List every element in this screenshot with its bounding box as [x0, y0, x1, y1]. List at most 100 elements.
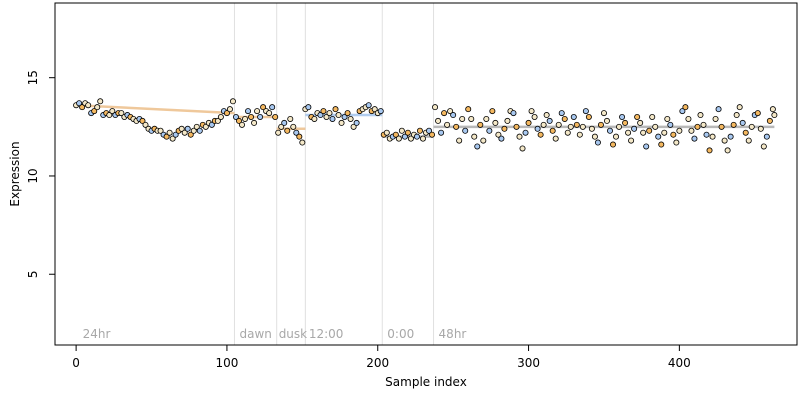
data-point: [525, 119, 532, 126]
data-point: [613, 133, 620, 140]
data-point: [546, 117, 553, 124]
data-point: [429, 131, 436, 138]
data-point: [269, 104, 276, 111]
data-point: [416, 127, 423, 134]
data-point: [745, 137, 752, 144]
data-point: [480, 137, 487, 144]
data-point: [284, 127, 291, 134]
data-point: [223, 110, 230, 117]
data-point: [329, 115, 336, 122]
data-point: [76, 100, 83, 107]
data-point: [202, 123, 209, 130]
data-point: [537, 131, 544, 138]
data-points: [73, 98, 778, 154]
data-point: [459, 115, 466, 122]
data-point: [456, 137, 463, 144]
data-point: [365, 102, 372, 109]
data-point: [610, 141, 617, 148]
data-point: [700, 121, 707, 128]
data-point: [444, 121, 451, 128]
data-point: [468, 115, 475, 122]
data-point: [166, 129, 173, 136]
data-point: [254, 108, 261, 115]
data-point: [754, 110, 761, 117]
data-point: [771, 112, 778, 119]
data-point: [766, 117, 773, 124]
data-point: [703, 131, 710, 138]
data-point: [347, 115, 354, 122]
data-point: [441, 110, 448, 117]
data-point: [477, 121, 484, 128]
data-point: [332, 106, 339, 113]
data-point: [193, 123, 200, 130]
data-point: [658, 141, 665, 148]
data-point: [682, 104, 689, 111]
data-point: [377, 108, 384, 115]
data-point: [242, 115, 249, 122]
data-point: [296, 133, 303, 140]
x-tick-label: 0: [72, 356, 80, 370]
data-point: [718, 123, 725, 130]
data-point: [293, 129, 300, 136]
data-point: [474, 143, 481, 150]
data-point: [85, 102, 92, 109]
data-point: [492, 119, 499, 126]
data-point: [582, 108, 589, 115]
data-point: [257, 114, 264, 121]
plot-frame: [54, 2, 798, 346]
data-point: [190, 127, 197, 134]
data-point: [670, 131, 677, 138]
data-point: [570, 114, 577, 121]
data-point: [543, 112, 550, 119]
data-point: [447, 108, 454, 115]
data-point: [320, 108, 327, 115]
data-point: [673, 139, 680, 146]
data-point: [730, 121, 737, 128]
data-point: [606, 127, 613, 134]
data-point: [534, 125, 541, 132]
data-point: [326, 110, 333, 117]
data-point: [311, 115, 318, 122]
annotation-vlines: [233, 3, 435, 345]
data-point: [465, 106, 472, 113]
data-point: [432, 104, 439, 111]
data-point: [94, 104, 101, 111]
data-point: [172, 131, 179, 138]
data-point: [736, 104, 743, 111]
data-point: [413, 133, 420, 140]
data-point: [691, 135, 698, 142]
data-point: [709, 133, 716, 140]
data-point: [260, 104, 267, 111]
data-point: [404, 129, 411, 136]
data-point: [245, 108, 252, 115]
data-point: [585, 114, 592, 121]
annotation-label-1: dawn: [239, 327, 271, 341]
data-point: [353, 119, 360, 126]
data-point: [498, 135, 505, 142]
data-point: [757, 125, 764, 132]
data-point: [401, 133, 408, 140]
data-point: [760, 143, 767, 150]
data-point: [489, 108, 496, 115]
data-point: [208, 121, 215, 128]
data-point: [748, 123, 755, 130]
data-point: [652, 123, 659, 130]
data-point: [576, 131, 583, 138]
data-point: [229, 98, 236, 105]
data-point: [540, 121, 547, 128]
data-point: [561, 115, 568, 122]
y-tick-label: 5: [26, 270, 40, 278]
data-point: [510, 110, 517, 117]
data-point: [453, 123, 460, 130]
data-point: [634, 114, 641, 121]
data-point: [79, 104, 86, 111]
data-point: [235, 117, 242, 124]
data-point: [438, 129, 445, 136]
data-point: [619, 114, 626, 121]
data-point: [305, 104, 312, 111]
data-point: [483, 115, 490, 122]
data-point: [528, 108, 535, 115]
data-point: [573, 121, 580, 128]
annotation-label-2: dusk: [279, 327, 307, 341]
